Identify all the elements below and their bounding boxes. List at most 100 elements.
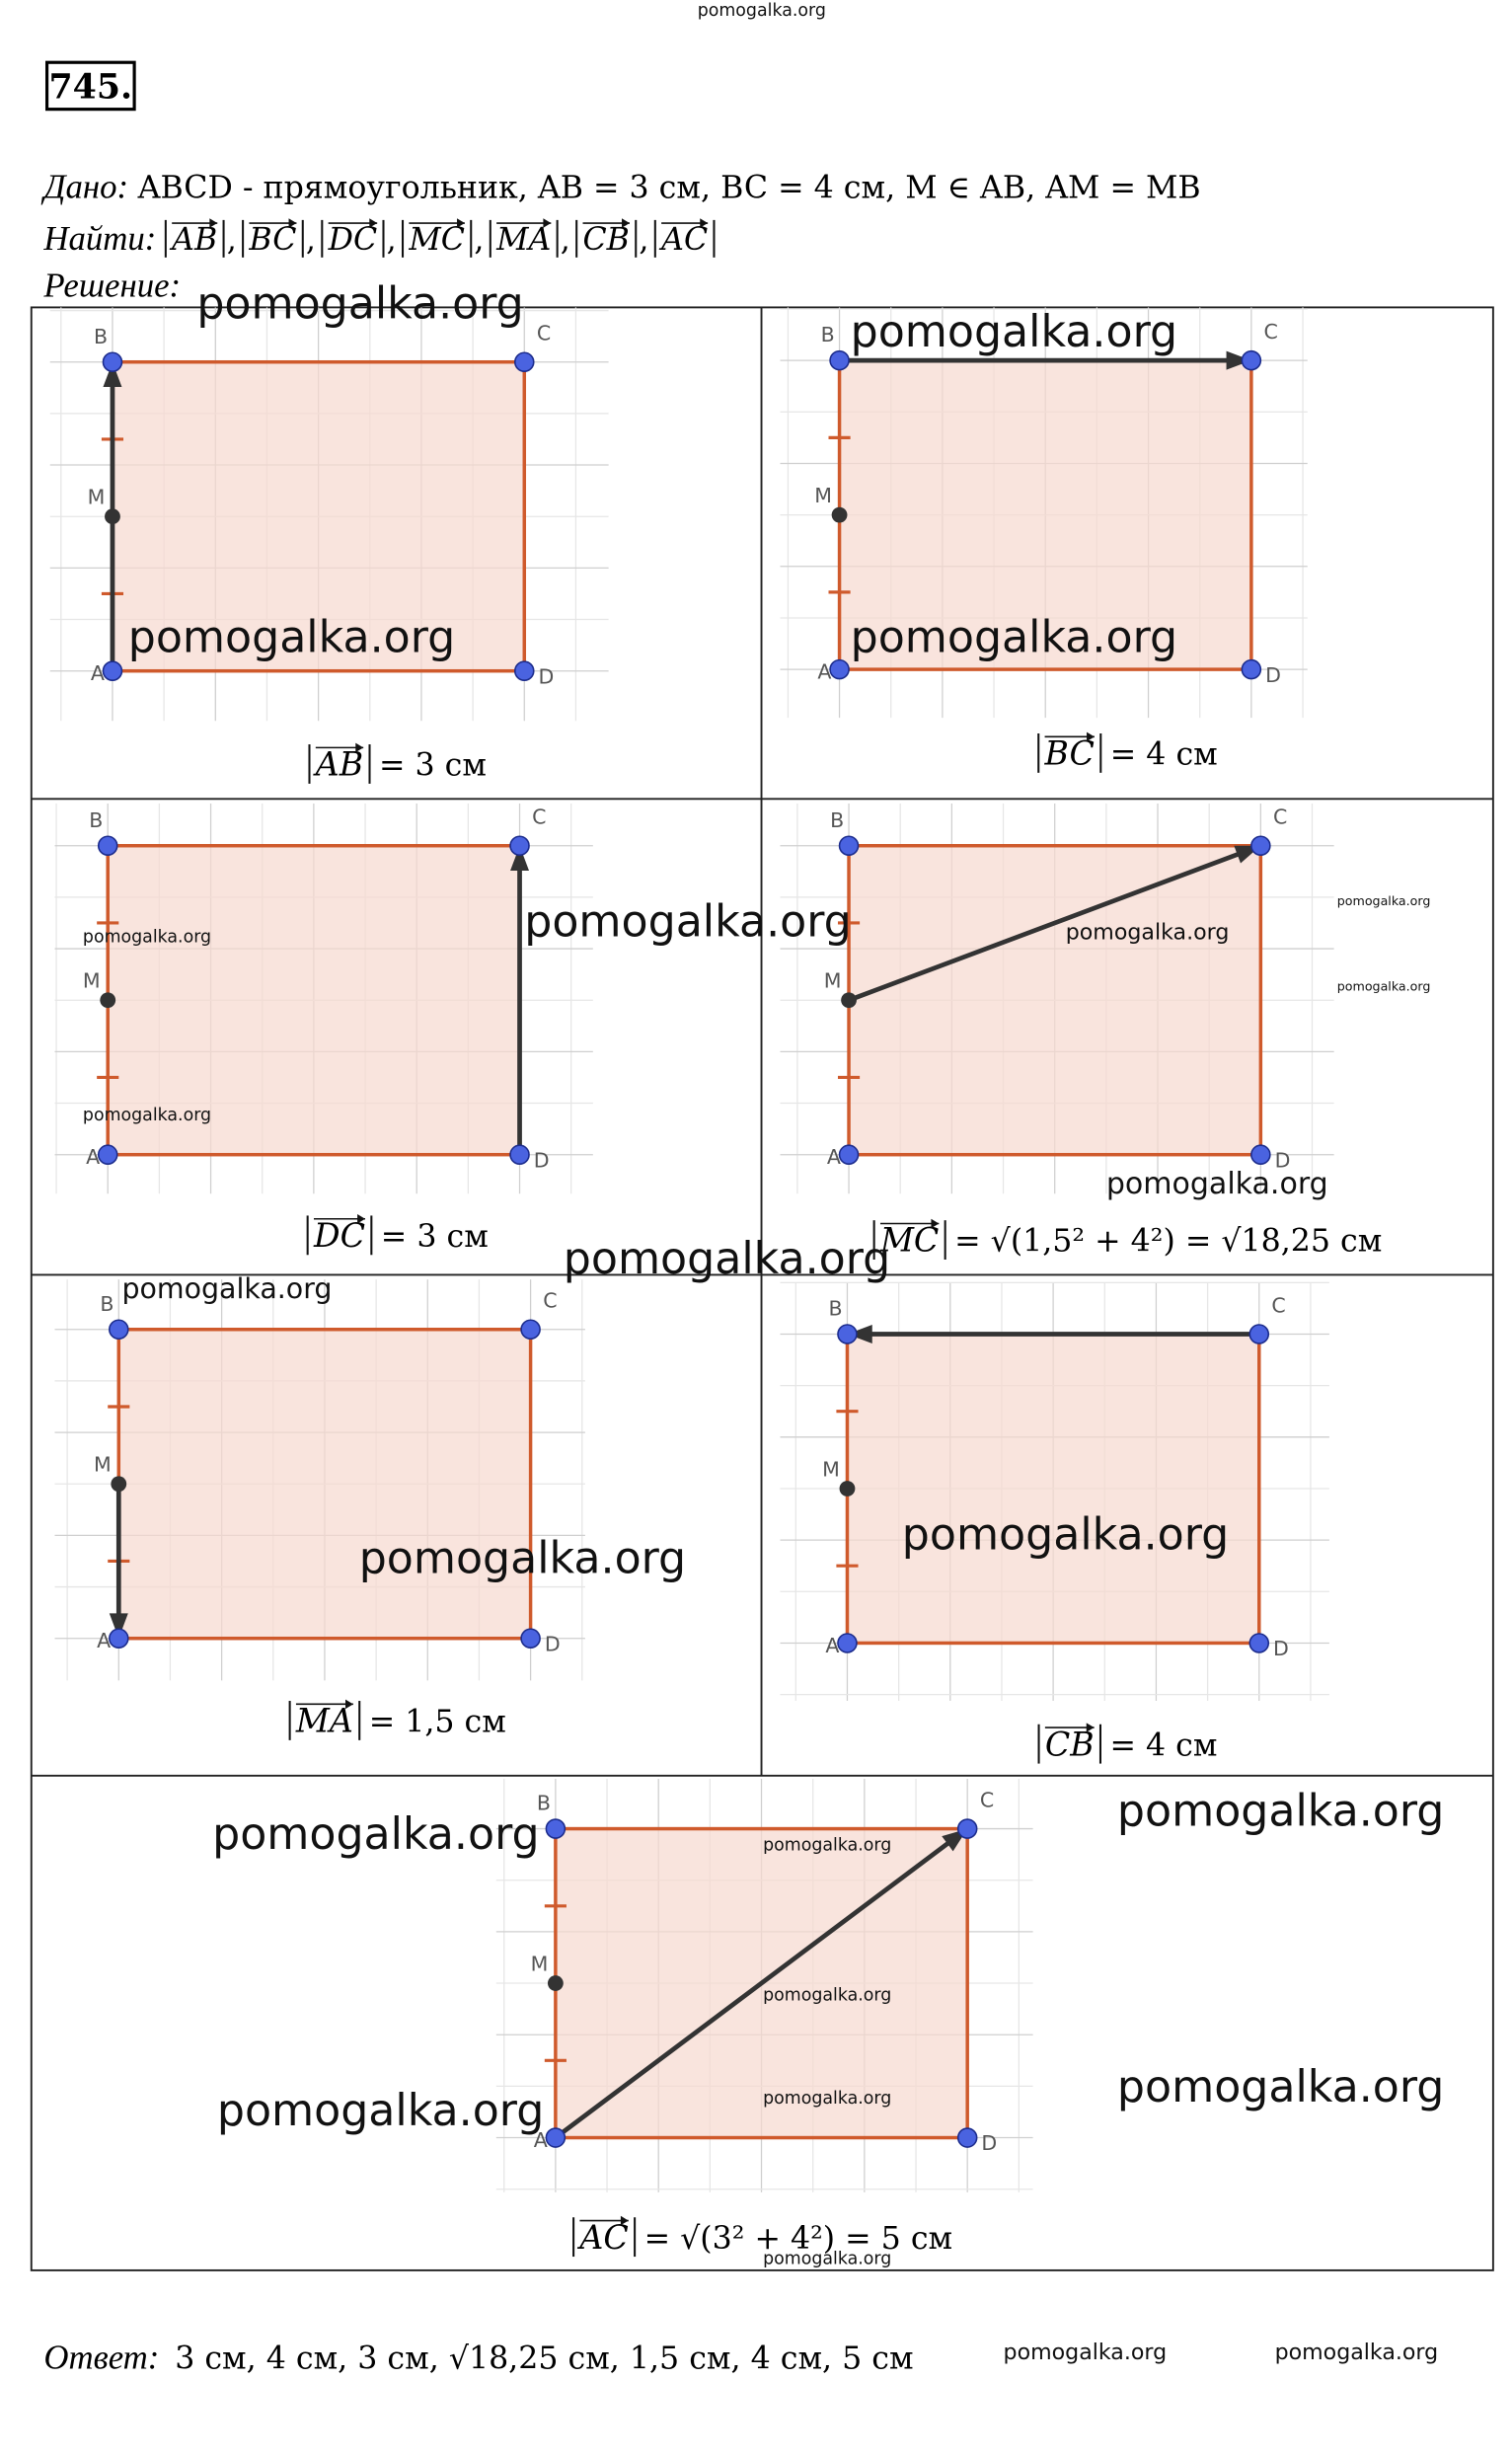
watermark: pomogalka.org (128, 613, 455, 663)
watermark: pomogalka.org (763, 1836, 891, 1856)
point-label: C (537, 322, 551, 345)
vector-arrow-head (622, 218, 630, 228)
panel: A B C D M CB = 4 см (780, 1281, 1329, 1764)
point-label: C (1264, 320, 1278, 344)
point-label: B (821, 323, 835, 346)
watermark: pomogalka.org (1106, 1167, 1328, 1201)
caption: CB = 4 см (1037, 1723, 1217, 1764)
caption-result: = √(3² + 4²) = 5 см (644, 2221, 953, 2257)
panel: A B C D M DC = 3 см (54, 804, 593, 1256)
rectangle (847, 843, 1263, 1157)
panel: A B C D M AC = √(3² + 4²) = 5 см (495, 1778, 1033, 2258)
point (837, 1633, 858, 1653)
point (105, 508, 120, 525)
vector-name: MC (879, 1221, 939, 1260)
point (956, 2127, 978, 2148)
watermark: pomogalka.org (1004, 2340, 1168, 2365)
vector-name: CB (583, 222, 630, 258)
point-label: D (981, 2131, 997, 2155)
vector-arrow-head (1087, 731, 1095, 742)
vector-head (1226, 350, 1251, 370)
point (1250, 835, 1271, 857)
vector-name: AC (658, 222, 708, 258)
solution-label: Решение: (42, 266, 181, 304)
point-label: C (980, 1788, 994, 1811)
vector-arrow-head (1086, 1723, 1095, 1732)
vector (848, 847, 1250, 1003)
vector-head (847, 1325, 872, 1343)
caption-result: = √(1,5² + 4²) = √18,25 см (954, 1224, 1382, 1260)
point (829, 658, 850, 680)
point-label: M (83, 969, 101, 993)
vector-arrow-head (288, 218, 297, 228)
caption: BC = 4 см (1037, 731, 1218, 773)
point (102, 351, 123, 372)
separator: , (306, 222, 316, 258)
point-label: C (532, 806, 546, 829)
rectangle (116, 1328, 533, 1641)
point (109, 1628, 129, 1649)
point (547, 1975, 564, 1991)
point (545, 1818, 567, 1839)
point-label: M (824, 969, 842, 993)
caption-result: = 3 см (381, 1219, 489, 1255)
point (520, 1319, 541, 1341)
vector-arrow-head (369, 218, 378, 228)
panel: A B C D M MA = 1,5 см (54, 1279, 585, 1740)
answer-label: Ответ: (43, 2338, 159, 2376)
point-label: B (100, 1292, 113, 1316)
watermark: pomogalka.org (359, 1533, 686, 1583)
separator: , (474, 222, 484, 258)
point-label: A (827, 1145, 841, 1169)
watermark: pomogalka.org (1117, 1786, 1444, 1836)
panel: A B C D M MC = √(1,5² + 4²) = √18,25 см (780, 804, 1382, 1261)
vector-arrow-head (355, 742, 364, 753)
point-label: M (94, 1453, 112, 1477)
watermark: pomogalka.org (902, 1510, 1229, 1561)
watermark: pomogalka.org (196, 278, 523, 329)
watermark: pomogalka.org (1117, 2062, 1444, 2112)
vector-arrow-head (620, 2215, 629, 2226)
rectangle (106, 843, 522, 1157)
point (509, 1144, 530, 1165)
watermark: pomogalka.org (1275, 2340, 1439, 2365)
watermark: pomogalka.org (121, 1272, 332, 1305)
watermark: pomogalka.org (763, 2089, 891, 2109)
problem-number: 745. (48, 67, 132, 108)
point-label: D (538, 664, 554, 688)
watermark: pomogalka.org (1066, 920, 1230, 946)
rectangle (845, 1332, 1261, 1646)
point (1248, 1324, 1270, 1344)
watermark: pomogalka.org (212, 1809, 539, 1860)
separator: , (387, 222, 397, 258)
vector-name: MC (408, 222, 465, 258)
caption: AC = √(3² + 4²) = 5 см (572, 2215, 953, 2258)
separator: , (639, 222, 648, 258)
vector-name: DC (313, 1216, 365, 1255)
watermark: pomogalka.org (564, 1234, 890, 1284)
point (97, 835, 118, 857)
point-label: A (534, 2128, 548, 2152)
point (1248, 1633, 1270, 1653)
caption-result: = 4 см (1109, 1727, 1217, 1763)
vector-name: AC (576, 2218, 628, 2257)
given-text: ABCD - прямоугольник, AB = 3 см, BC = 4 … (137, 171, 1201, 206)
watermark: pomogalka.org (83, 928, 211, 948)
point (513, 660, 535, 681)
rectangle (111, 359, 527, 673)
point (100, 992, 116, 1009)
point-label: B (537, 1792, 551, 1815)
point (109, 1319, 129, 1341)
number-box (44, 60, 136, 112)
point-label: D (1275, 1148, 1291, 1172)
point (545, 2127, 567, 2148)
vector (554, 1834, 959, 2140)
watermark: pomogalka.org (217, 2086, 544, 2136)
point-label: C (543, 1289, 557, 1313)
point-label: A (97, 1629, 111, 1652)
vector-head (109, 1613, 128, 1639)
point-label: D (545, 1632, 561, 1655)
